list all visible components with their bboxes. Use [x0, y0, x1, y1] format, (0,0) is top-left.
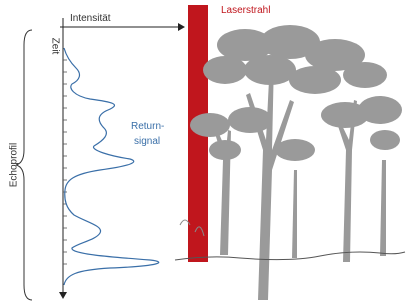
return-signal-label: Return-	[131, 121, 164, 132]
echo-profile-label: Echoprofil	[9, 143, 20, 187]
axis-ticks	[63, 60, 67, 264]
diagram: Echoprofil Intensität Zeit Return- signa…	[0, 0, 407, 304]
laser-beam-label: Laserstrahl	[221, 5, 270, 16]
return-signal-label: signal	[134, 136, 160, 147]
time-label: Zeit	[49, 38, 60, 55]
return-signal-curve	[64, 48, 159, 285]
trees	[180, 25, 402, 300]
ground	[175, 252, 405, 260]
intensity-label: Intensität	[70, 13, 111, 24]
